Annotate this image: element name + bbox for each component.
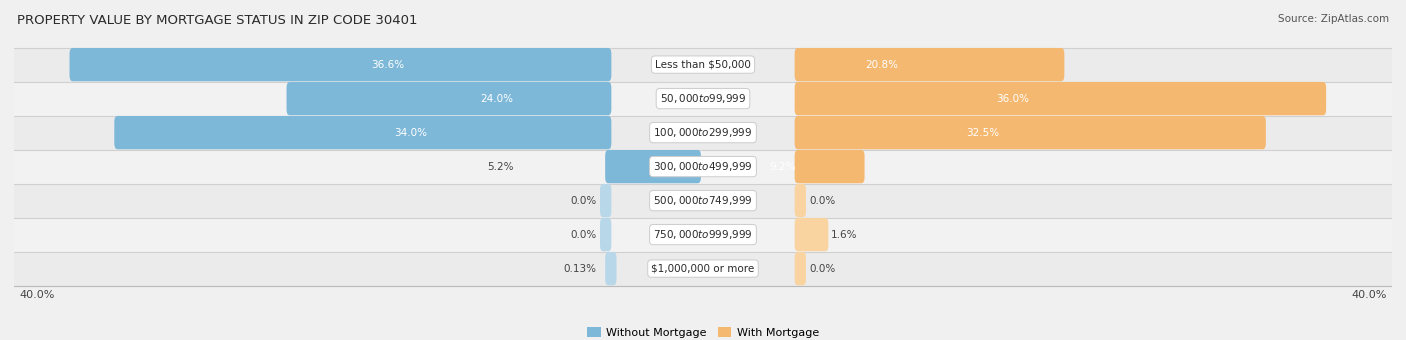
- Bar: [14, 48, 1392, 82]
- Text: 24.0%: 24.0%: [479, 94, 513, 104]
- Text: 32.5%: 32.5%: [966, 128, 1000, 138]
- Legend: Without Mortgage, With Mortgage: Without Mortgage, With Mortgage: [582, 323, 824, 340]
- Text: Less than $50,000: Less than $50,000: [655, 59, 751, 70]
- Bar: [14, 184, 1392, 218]
- FancyBboxPatch shape: [287, 82, 612, 115]
- FancyBboxPatch shape: [794, 218, 828, 251]
- Bar: [14, 82, 1392, 116]
- FancyBboxPatch shape: [794, 184, 806, 217]
- Text: 1.6%: 1.6%: [831, 230, 856, 240]
- FancyBboxPatch shape: [794, 150, 865, 183]
- FancyBboxPatch shape: [794, 82, 1326, 115]
- Text: $300,000 to $499,999: $300,000 to $499,999: [654, 160, 752, 173]
- Text: 9.2%: 9.2%: [769, 162, 796, 172]
- Text: 5.2%: 5.2%: [486, 162, 513, 172]
- FancyBboxPatch shape: [600, 218, 612, 251]
- Text: 0.0%: 0.0%: [569, 195, 596, 206]
- Text: 0.0%: 0.0%: [569, 230, 596, 240]
- Text: $1,000,000 or more: $1,000,000 or more: [651, 264, 755, 274]
- Text: 36.6%: 36.6%: [371, 59, 405, 70]
- FancyBboxPatch shape: [114, 116, 612, 149]
- Bar: [14, 252, 1392, 286]
- FancyBboxPatch shape: [600, 184, 612, 217]
- Text: 34.0%: 34.0%: [394, 128, 426, 138]
- Text: 0.0%: 0.0%: [810, 264, 837, 274]
- Bar: [14, 218, 1392, 252]
- Bar: [14, 116, 1392, 150]
- Bar: [14, 150, 1392, 184]
- Text: $50,000 to $99,999: $50,000 to $99,999: [659, 92, 747, 105]
- Text: $750,000 to $999,999: $750,000 to $999,999: [654, 228, 752, 241]
- FancyBboxPatch shape: [794, 116, 1265, 149]
- FancyBboxPatch shape: [794, 48, 1064, 81]
- FancyBboxPatch shape: [794, 252, 806, 285]
- Text: 40.0%: 40.0%: [20, 290, 55, 300]
- Text: $500,000 to $749,999: $500,000 to $749,999: [654, 194, 752, 207]
- FancyBboxPatch shape: [605, 252, 617, 285]
- FancyBboxPatch shape: [605, 150, 702, 183]
- FancyBboxPatch shape: [69, 48, 612, 81]
- Text: 0.0%: 0.0%: [810, 195, 837, 206]
- Text: 0.13%: 0.13%: [564, 264, 596, 274]
- Text: $100,000 to $299,999: $100,000 to $299,999: [654, 126, 752, 139]
- Text: 36.0%: 36.0%: [997, 94, 1029, 104]
- Text: 20.8%: 20.8%: [866, 59, 898, 70]
- Text: PROPERTY VALUE BY MORTGAGE STATUS IN ZIP CODE 30401: PROPERTY VALUE BY MORTGAGE STATUS IN ZIP…: [17, 14, 418, 27]
- Text: Source: ZipAtlas.com: Source: ZipAtlas.com: [1278, 14, 1389, 23]
- Text: 40.0%: 40.0%: [1351, 290, 1386, 300]
